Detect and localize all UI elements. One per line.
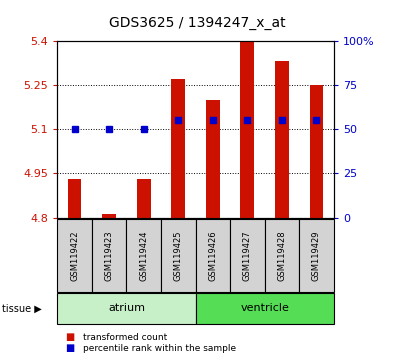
Bar [275, 61, 289, 218]
Text: ■: ■ [65, 343, 74, 353]
Bar [161, 219, 196, 292]
Text: GSM119422: GSM119422 [70, 230, 79, 281]
Bar [265, 219, 299, 292]
Bar [126, 219, 161, 292]
Bar [196, 293, 334, 324]
Bar [171, 79, 185, 218]
Text: GSM119429: GSM119429 [312, 230, 321, 281]
Bar [310, 85, 324, 218]
Text: GSM119427: GSM119427 [243, 230, 252, 281]
Text: atrium: atrium [108, 303, 145, 313]
Text: GSM119425: GSM119425 [174, 230, 183, 281]
Text: GSM119426: GSM119426 [208, 230, 217, 281]
Bar [102, 214, 116, 218]
Text: GSM119428: GSM119428 [277, 230, 286, 281]
Bar [137, 179, 150, 218]
Text: GDS3625 / 1394247_x_at: GDS3625 / 1394247_x_at [109, 16, 286, 30]
Text: GSM119424: GSM119424 [139, 230, 148, 281]
Text: percentile rank within the sample: percentile rank within the sample [83, 344, 236, 353]
Text: tissue ▶: tissue ▶ [2, 303, 42, 313]
Bar [196, 219, 230, 292]
Text: transformed count: transformed count [83, 332, 167, 342]
Text: ■: ■ [65, 332, 74, 342]
Text: GSM119423: GSM119423 [105, 230, 114, 281]
Bar [92, 219, 126, 292]
Bar [230, 219, 265, 292]
Bar [68, 179, 81, 218]
Bar [241, 41, 254, 218]
Bar [57, 293, 196, 324]
Bar [299, 219, 334, 292]
Bar [57, 219, 92, 292]
Text: ventricle: ventricle [240, 303, 289, 313]
Bar [206, 100, 220, 218]
